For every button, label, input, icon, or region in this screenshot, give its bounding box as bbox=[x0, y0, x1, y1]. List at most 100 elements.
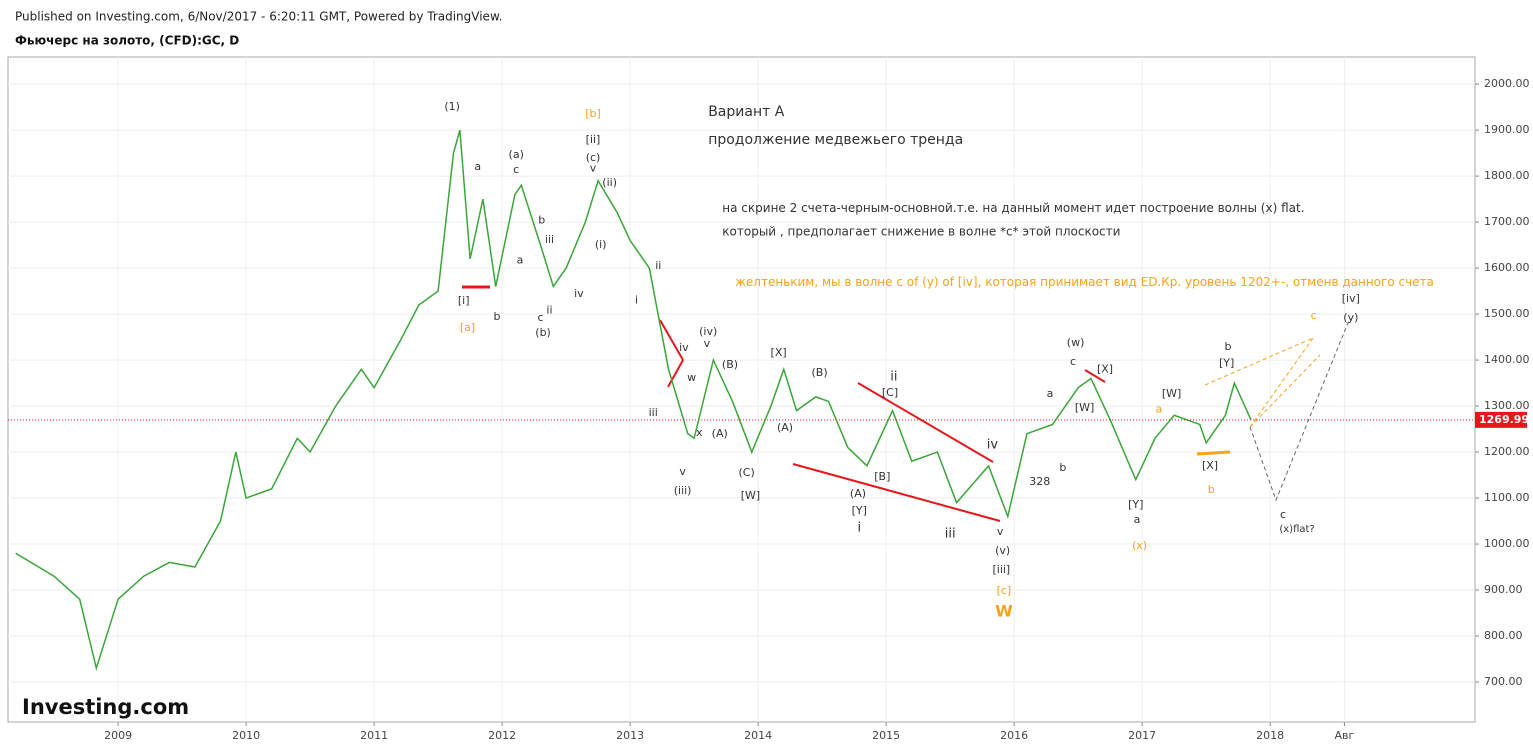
wave-label: a bbox=[1155, 402, 1162, 415]
wave-label: [X] bbox=[1202, 459, 1218, 472]
wave-drawings bbox=[462, 285, 1351, 522]
wave-line bbox=[1084, 369, 1106, 383]
wave-label: [C] bbox=[882, 386, 898, 399]
wave-label: v bbox=[997, 525, 1004, 538]
wedge-line bbox=[857, 382, 994, 463]
wave-label: [c] bbox=[997, 584, 1012, 597]
projection bbox=[1204, 337, 1314, 386]
wave-label: iv bbox=[987, 438, 999, 453]
grid bbox=[8, 57, 1475, 722]
wave-label: b bbox=[1224, 340, 1231, 353]
wave-line bbox=[659, 319, 684, 361]
wave-label: c bbox=[1070, 355, 1076, 368]
x-tick-label: 2014 bbox=[744, 729, 772, 742]
wave-label: iii bbox=[649, 406, 658, 419]
y-tick-label: 1700.00 bbox=[1484, 215, 1530, 228]
wave-label: [Y] bbox=[1128, 498, 1143, 511]
wave-label: b bbox=[1208, 483, 1215, 496]
wave-label: a bbox=[474, 160, 481, 173]
wave-label: (y) bbox=[1343, 311, 1358, 324]
wave-label: [Y] bbox=[1219, 356, 1234, 369]
y-tick-label: 1000.00 bbox=[1484, 537, 1530, 550]
projection bbox=[1249, 317, 1351, 502]
wave-label: i bbox=[857, 520, 861, 535]
wave-label: (C) bbox=[738, 466, 754, 479]
wave-label: (A) bbox=[712, 427, 728, 440]
y-tick-label: 1500.00 bbox=[1484, 307, 1530, 320]
wave-label: (A) bbox=[850, 487, 866, 500]
wave-label: c bbox=[1280, 508, 1286, 521]
wave-label: 328 bbox=[1029, 475, 1050, 488]
wave-label: iv bbox=[679, 341, 689, 354]
x-tick-label: 2012 bbox=[488, 729, 516, 742]
x-tick-label: 2011 bbox=[360, 729, 388, 742]
price-label: 1269.99 bbox=[1479, 413, 1529, 426]
wave-label: [X] bbox=[771, 346, 787, 359]
wave-label: a bbox=[1134, 513, 1141, 526]
wave-label: W bbox=[995, 602, 1013, 621]
published-note: Published on Investing.com, 6/Nov/2017 -… bbox=[15, 10, 502, 24]
x-tick-label: 2017 bbox=[1128, 729, 1156, 742]
x-tick-label: 2013 bbox=[616, 729, 644, 742]
wave-label: x bbox=[696, 426, 703, 439]
wave-label: v bbox=[679, 465, 686, 478]
x-tick-label: 2009 bbox=[104, 729, 132, 742]
wave-label: (c) bbox=[586, 151, 601, 164]
wave-label: на скрине 2 счета-черным-основной.т.е. н… bbox=[722, 201, 1304, 215]
wave-label: (B) bbox=[722, 358, 738, 371]
y-tick-label: 1100.00 bbox=[1484, 491, 1530, 504]
wave-label: (1) bbox=[444, 100, 460, 113]
wave-label: b bbox=[538, 213, 545, 226]
wave-label: v bbox=[704, 337, 711, 350]
logo: Investing.com bbox=[22, 695, 189, 719]
wave-label: v bbox=[590, 161, 597, 174]
wave-label: (x) bbox=[1132, 539, 1147, 552]
x-tick-label: Авг bbox=[1335, 729, 1355, 742]
y-tick-label: 1600.00 bbox=[1484, 261, 1530, 274]
wave-label: b bbox=[494, 310, 501, 323]
wave-line bbox=[667, 359, 684, 388]
wave-label: [W] bbox=[1075, 401, 1094, 414]
wave-label: [B] bbox=[874, 470, 890, 483]
price-line bbox=[15, 129, 1252, 671]
wave-label: [W] bbox=[1162, 387, 1181, 400]
y-tick-label: 1400.00 bbox=[1484, 353, 1530, 366]
wave-label: [X] bbox=[1097, 362, 1113, 375]
wave-label: (i) bbox=[595, 238, 607, 251]
wave-label: продолжение медвежьего тренда bbox=[708, 132, 963, 148]
x-tick-label: 2018 bbox=[1256, 729, 1284, 742]
wave-label: a bbox=[1047, 387, 1054, 400]
wave-label: (A) bbox=[777, 421, 793, 434]
wave-label: i bbox=[635, 293, 638, 306]
wave-label: w bbox=[687, 371, 696, 384]
y-tick-label: 900.00 bbox=[1484, 583, 1523, 596]
wave-label: желтеньким, мы в волне c of (y) of [iv],… bbox=[735, 275, 1434, 289]
wave-label: [iii] bbox=[992, 563, 1010, 576]
y-tick-label: 1200.00 bbox=[1484, 445, 1530, 458]
wave-label: Вариант А bbox=[708, 104, 785, 120]
wave-label: (ii) bbox=[602, 176, 617, 189]
level-line bbox=[1196, 450, 1231, 456]
symbol-title: Фьючерс на золото, (CFD):GC, D bbox=[15, 34, 239, 48]
wave-label: [i] bbox=[458, 294, 470, 307]
y-tick-label: 1900.00 bbox=[1484, 123, 1530, 136]
wave-label: (iv) bbox=[699, 325, 717, 338]
wave-label: [iv] bbox=[1342, 292, 1360, 305]
wave-label: c bbox=[537, 311, 543, 324]
wave-label: ii bbox=[890, 370, 897, 385]
wave-label: iii bbox=[945, 526, 956, 541]
projection bbox=[1249, 354, 1321, 428]
wave-label: c bbox=[1311, 309, 1317, 322]
wave-label: b bbox=[1059, 461, 1066, 474]
wave-label: (x)flat? bbox=[1279, 524, 1314, 535]
x-tick-label: 2016 bbox=[1000, 729, 1028, 742]
wave-label: (a) bbox=[509, 148, 524, 161]
wave-label: (B) bbox=[812, 366, 828, 379]
wave-label: [b] bbox=[585, 107, 601, 120]
wave-label: [Y] bbox=[852, 504, 867, 517]
y-tick-label: 800.00 bbox=[1484, 629, 1523, 642]
wave-label: c bbox=[513, 163, 519, 176]
wave-label: (iii) bbox=[674, 484, 692, 497]
